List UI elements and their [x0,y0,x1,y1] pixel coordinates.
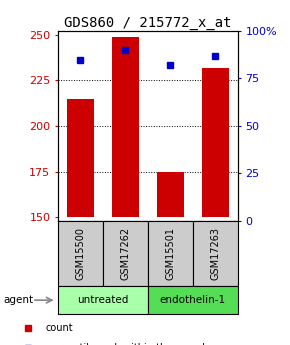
Text: GSM17263: GSM17263 [210,227,220,280]
Bar [157,171,184,217]
Text: GSM15501: GSM15501 [165,227,175,280]
Bar [67,99,94,217]
Bar [148,286,238,314]
Text: endothelin-1: endothelin-1 [160,295,226,305]
Title: GDS860 / 215772_x_at: GDS860 / 215772_x_at [64,16,232,30]
Text: agent: agent [3,295,33,305]
Bar [58,286,148,314]
Bar [202,68,229,217]
Text: count: count [46,323,73,333]
Text: GSM15500: GSM15500 [75,227,86,280]
Bar [148,221,193,286]
Text: GSM17262: GSM17262 [120,227,130,280]
Text: percentile rank within the sample: percentile rank within the sample [46,344,211,345]
Bar [193,221,238,286]
Bar [103,221,148,286]
Bar [58,221,103,286]
Bar [112,37,139,217]
Text: untreated: untreated [77,295,129,305]
